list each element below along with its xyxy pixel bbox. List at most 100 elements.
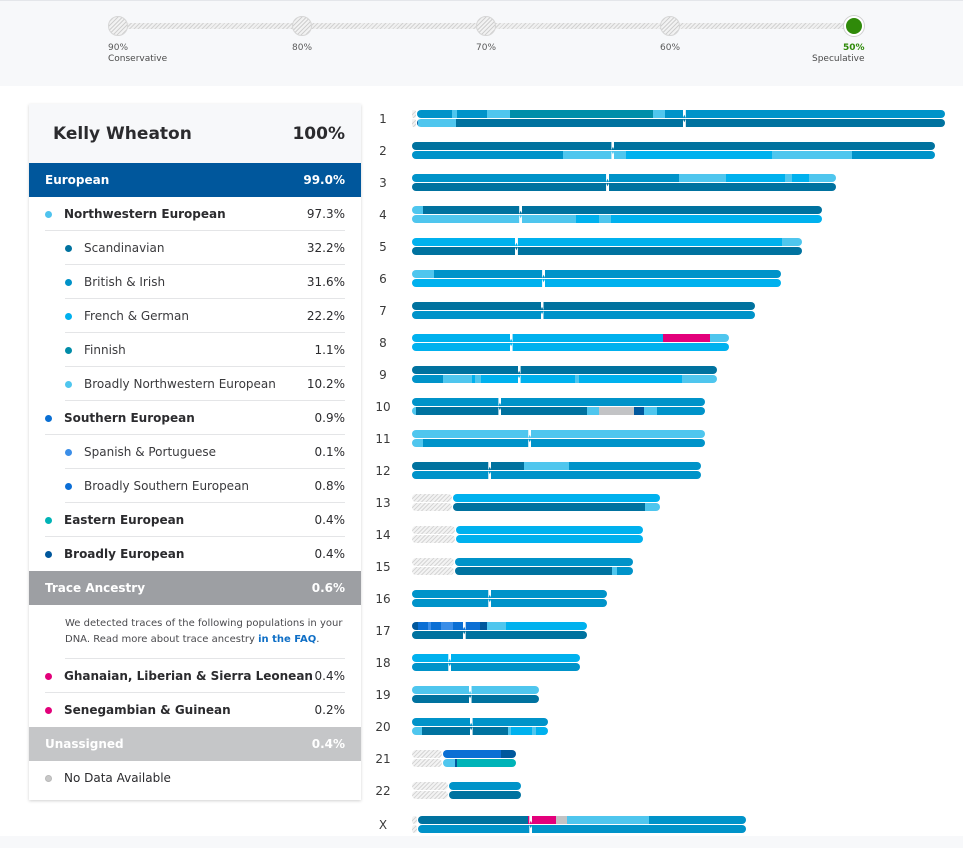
ancestry-segment-bnw[interactable]: [412, 407, 417, 415]
chromosome-2-strand-2[interactable]: [412, 151, 935, 159]
confidence-stop-70[interactable]: [476, 16, 496, 36]
ancestry-segment-bnw[interactable]: [412, 430, 706, 438]
ancestry-segment-fg[interactable]: [536, 727, 549, 735]
ancestry-segment-ee[interactable]: [456, 759, 516, 767]
chromosome-7-strand-2[interactable]: [412, 311, 755, 319]
ancestry-segment-bi[interactable]: [412, 311, 755, 319]
ancestry-row[interactable]: Broadly Southern European 0.8%: [29, 469, 361, 503]
ancestry-row[interactable]: Finnish 1.1%: [29, 333, 361, 367]
chromosome-20-strand-2[interactable]: [412, 727, 549, 735]
ancestry-row[interactable]: Eastern European 0.4%: [29, 503, 361, 537]
ancestry-segment-bnw[interactable]: [782, 238, 803, 246]
ancestry-segment-bnw[interactable]: [599, 215, 612, 223]
chromosome-14-strand-1[interactable]: [455, 526, 644, 534]
chromosome-12-strand-2[interactable]: [412, 471, 702, 479]
chromosome-3-strand-1[interactable]: [412, 174, 836, 182]
confidence-stop-80[interactable]: [292, 16, 312, 36]
ancestry-segment-fg[interactable]: [453, 494, 661, 502]
ancestry-segment-bi[interactable]: [412, 663, 581, 671]
ancestry-segment-bi[interactable]: [417, 110, 453, 118]
chromosome-18-strand-2[interactable]: [412, 663, 581, 671]
ancestry-row[interactable]: Broadly European 0.4%: [29, 537, 361, 571]
ancestry-segment-bi[interactable]: [657, 407, 706, 415]
ancestry-row[interactable]: Scandinavian 32.2%: [29, 231, 361, 265]
ancestry-segment-fg[interactable]: [412, 238, 783, 246]
ancestry-segment-bs[interactable]: [442, 750, 502, 758]
chromosome-16-strand-1[interactable]: [412, 590, 608, 598]
ancestry-segment-bi[interactable]: [617, 567, 634, 575]
trace-ancestry-header[interactable]: Trace Ancestry 0.6%: [29, 571, 361, 605]
chromosome-13-strand-2[interactable]: [453, 503, 661, 511]
ancestry-row[interactable]: British & Irish 31.6%: [29, 265, 361, 299]
chromosome-19-strand-1[interactable]: [412, 686, 540, 694]
ancestry-segment-bi[interactable]: [664, 110, 945, 118]
ancestry-segment-fg[interactable]: [412, 279, 781, 287]
ancestry-segment-bs[interactable]: [463, 622, 481, 630]
ancestry-segment-fg[interactable]: [575, 215, 600, 223]
ancestry-row[interactable]: Southern European 0.9%: [29, 401, 361, 435]
chromosome-X-strand-1[interactable]: [417, 816, 747, 824]
ancestry-segment-bnw[interactable]: [772, 151, 853, 159]
ancestry-segment-sc[interactable]: [412, 302, 755, 310]
ancestry-segment-bnw[interactable]: [475, 375, 482, 383]
chromosome-9-strand-2[interactable]: [412, 375, 718, 383]
chromosome-22-strand-1[interactable]: [448, 782, 521, 790]
ancestry-segment-bnw[interactable]: [486, 110, 511, 118]
ancestry-segment-bnw[interactable]: [442, 759, 456, 767]
ancestry-segment-bnw[interactable]: [645, 503, 661, 511]
ancestry-segment-sc[interactable]: [412, 366, 718, 374]
ancestry-segment-sc[interactable]: [456, 119, 945, 127]
ancestry-segment-bs[interactable]: [418, 622, 429, 630]
chromosome-18-strand-1[interactable]: [412, 654, 581, 662]
ancestry-segment-bi[interactable]: [412, 174, 679, 182]
ancestry-segment-af[interactable]: [528, 816, 557, 824]
ancestry-segment-fg[interactable]: [455, 535, 644, 543]
ancestry-segment-fg[interactable]: [412, 343, 729, 351]
chromosome-17-strand-2[interactable]: [412, 631, 587, 639]
ancestry-segment-sc[interactable]: [453, 503, 646, 511]
ancestry-segment-bnw[interactable]: [682, 375, 718, 383]
ancestry-segment-bi[interactable]: [412, 375, 444, 383]
ancestry-segment-un[interactable]: [598, 407, 635, 415]
ancestry-segment-bnw[interactable]: [442, 375, 473, 383]
ancestry-row[interactable]: Spanish & Portuguese 0.1%: [29, 435, 361, 469]
ancestry-segment-bnw[interactable]: [412, 727, 423, 735]
ancestry-segment-bnw[interactable]: [615, 151, 627, 159]
ancestry-segment-sc[interactable]: [412, 631, 587, 639]
chromosome-5-strand-2[interactable]: [412, 247, 803, 255]
chromosome-20-strand-1[interactable]: [412, 718, 549, 726]
ancestry-segment-bnw[interactable]: [412, 686, 540, 694]
ancestry-segment-bi[interactable]: [569, 462, 702, 470]
ancestry-segment-bnw[interactable]: [808, 174, 836, 182]
ancestry-segment-bi[interactable]: [448, 782, 521, 790]
ancestry-segment-bnw[interactable]: [523, 462, 570, 470]
ancestry-row[interactable]: Ghanaian, Liberian & Sierra Leonean 0.4%: [29, 659, 361, 693]
ancestry-segment-sc[interactable]: [423, 206, 823, 214]
chromosome-4-strand-1[interactable]: [412, 206, 823, 214]
ancestry-segment-fg[interactable]: [611, 215, 823, 223]
unassigned-header[interactable]: Unassigned 0.4%: [29, 727, 361, 761]
ancestry-segment-sc[interactable]: [454, 567, 613, 575]
ancestry-segment-fg[interactable]: [472, 375, 476, 383]
ancestry-segment-bi[interactable]: [412, 590, 608, 598]
ancestry-segment-fg[interactable]: [792, 174, 810, 182]
ancestry-segment-bi[interactable]: [454, 558, 634, 566]
ancestry-segment-bnw[interactable]: [418, 119, 457, 127]
chromosome-7-strand-1[interactable]: [412, 302, 755, 310]
chromosome-14-strand-2[interactable]: [455, 535, 644, 543]
ancestry-row[interactable]: Northwestern European 97.3%: [29, 197, 361, 231]
ancestry-segment-fg[interactable]: [480, 375, 576, 383]
ancestry-segment-sp[interactable]: [441, 622, 453, 630]
ancestry-segment-bi[interactable]: [412, 398, 706, 406]
ancestry-segment-be[interactable]: [417, 119, 419, 127]
ancestry-segment-bnw[interactable]: [412, 206, 424, 214]
ancestry-row[interactable]: Senegambian & Guinean 0.2%: [29, 693, 361, 727]
ancestry-segment-bnw[interactable]: [574, 375, 580, 383]
ancestry-segment-sc[interactable]: [417, 816, 533, 824]
chromosome-1-strand-2[interactable]: [417, 119, 945, 127]
ancestry-segment-bs[interactable]: [452, 622, 465, 630]
ancestry-segment-fg[interactable]: [412, 654, 581, 662]
confidence-stop-60[interactable]: [660, 16, 680, 36]
ancestry-segment-fg[interactable]: [510, 727, 520, 735]
ancestry-segment-bi[interactable]: [412, 151, 564, 159]
